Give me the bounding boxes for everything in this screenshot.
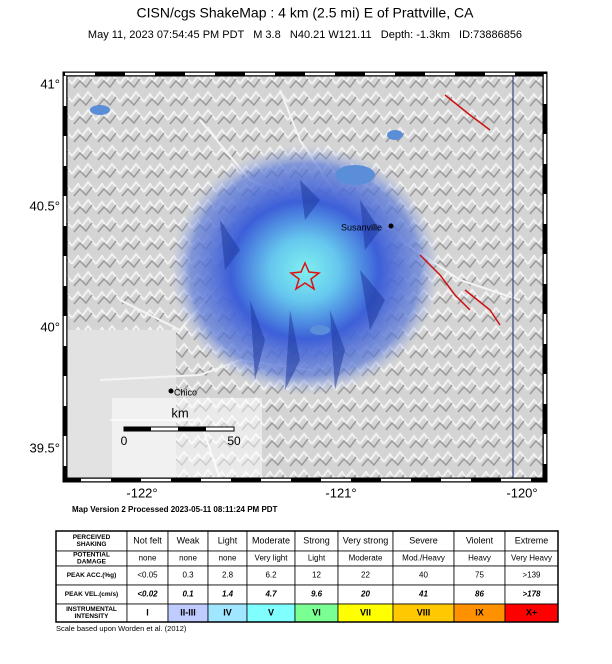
title: CISN/cgs ShakeMap : 4 km (2.5 mi) E of P… [137, 5, 475, 21]
column-header: Severe [409, 535, 438, 545]
table-value: IX [475, 607, 484, 617]
table-value: VII [360, 607, 371, 617]
column-header: Violent [466, 535, 494, 545]
footer: Scale based upon Worden et al. (2012) [56, 624, 187, 633]
row-label: SHAKING [77, 541, 107, 548]
table-value: VIII [417, 607, 431, 617]
column-header: Strong [303, 535, 330, 545]
column-header: Not felt [133, 535, 162, 545]
lat-label: 40.5° [29, 198, 60, 213]
table-value: >139 [522, 571, 541, 580]
place-label: Susanville [341, 222, 382, 232]
table-value: 2.8 [222, 571, 234, 580]
table-value: 9.6 [311, 590, 323, 599]
table-value: IV [223, 607, 232, 617]
scale-bar-segment [178, 427, 206, 431]
lon-label: -122° [126, 485, 157, 500]
map-area [66, 75, 544, 479]
table-value: 4.7 [264, 590, 277, 599]
scale-unit: km [171, 405, 188, 420]
table-value: V [268, 607, 274, 617]
table-value: 6.2 [265, 571, 277, 580]
column-header: Weak [177, 535, 200, 545]
scale-bar-segment [124, 427, 151, 431]
faults [419, 94, 501, 326]
table-value: 1.4 [222, 590, 234, 599]
column-header: Very strong [343, 535, 389, 545]
table-value: 41 [418, 590, 428, 599]
table-value: none [179, 554, 197, 563]
scale-start: 0 [121, 434, 128, 448]
row-label: INSTRUMENTAL [66, 606, 117, 613]
table-value: <0.05 [137, 571, 158, 580]
table-value: I [146, 607, 149, 617]
table-value: Very Heavy [511, 554, 552, 563]
terrain-shadows [220, 180, 385, 390]
table-value: 22 [361, 571, 370, 580]
table-value: Moderate [349, 554, 383, 563]
subtitle: May 11, 2023 07:54:45 PM PDT M 3.8 N40.2… [88, 29, 522, 41]
row-label: INTENSITY [75, 613, 110, 620]
intensity-shading [170, 145, 440, 395]
lon-label: -120° [506, 485, 537, 500]
scale-backdrop [112, 398, 262, 479]
table-value: 0.3 [182, 571, 194, 580]
epicenter [289, 261, 321, 291]
place-label: Chico [174, 387, 197, 397]
row-label: PEAK ACC.(%g) [67, 572, 117, 579]
table-value: VI [312, 607, 321, 617]
table-border [55, 530, 559, 623]
table-value: 86 [475, 590, 484, 599]
row-label: PERCEIVED [73, 534, 111, 541]
table-value: 75 [475, 571, 484, 580]
scale-end: 50 [227, 434, 241, 448]
table-value: none [139, 554, 157, 563]
lat-label: 40° [40, 319, 60, 334]
column-header: Moderate [252, 535, 290, 545]
table-value: 0.1 [182, 590, 194, 599]
table-value: Heavy [468, 554, 491, 563]
city-marker [168, 388, 174, 394]
row-label: PEAK VEL.(cm/s) [65, 591, 118, 598]
table-value: X+ [526, 607, 537, 617]
lat-label: 39.5° [29, 440, 60, 455]
lon-label: -121° [325, 485, 356, 500]
row-label: DAMAGE [77, 559, 107, 566]
table-value: 40 [419, 571, 428, 580]
lakes [90, 105, 403, 335]
table-value: <0.02 [137, 590, 158, 599]
table-value: 12 [312, 571, 321, 580]
map-version: Map Version 2 Processed 2023-05-11 08:11… [72, 505, 278, 514]
table-value: none [219, 554, 237, 563]
table-value: Mod./Heavy [402, 554, 445, 563]
map-frame-ticks [63, 72, 547, 482]
table-value: Light [308, 554, 326, 563]
table-value: Very light [255, 554, 289, 563]
city-marker [388, 223, 394, 229]
table-value: II-III [180, 607, 196, 617]
column-header: Extreme [515, 535, 549, 545]
lat-label: 41° [40, 76, 60, 91]
table-value: 20 [360, 590, 370, 599]
row-label: POTENTIAL [73, 552, 110, 559]
table-value: >178 [522, 590, 541, 599]
column-header: Light [218, 535, 238, 545]
